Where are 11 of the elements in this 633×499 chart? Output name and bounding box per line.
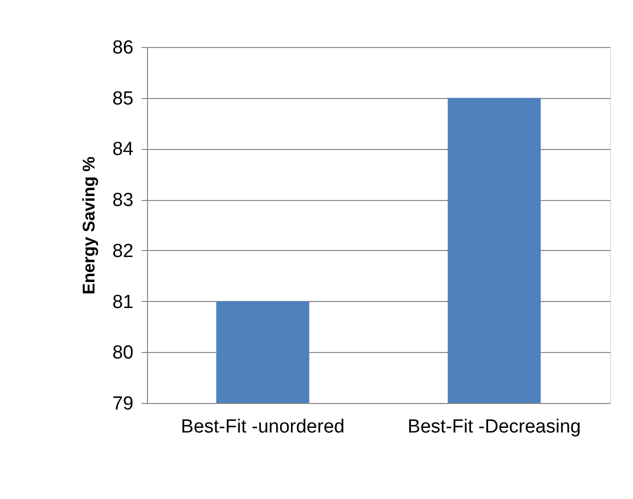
y-tick-label: 79 bbox=[112, 394, 134, 414]
y-tick-label: 85 bbox=[112, 88, 134, 110]
x-tick-label: Best-Fit -Decreasing bbox=[408, 416, 581, 438]
y-tick-label: 83 bbox=[112, 190, 134, 212]
y-tick-label: 82 bbox=[112, 240, 134, 262]
x-tick-label: Best-Fit -unordered bbox=[180, 416, 345, 438]
y-tick-label: 84 bbox=[112, 139, 134, 160]
y-tick-label: 86 bbox=[112, 38, 134, 58]
y-tick-label: 81 bbox=[112, 292, 134, 313]
y-tick-label: 80 bbox=[112, 342, 134, 364]
y-axis-title: Energy Saving % bbox=[79, 156, 98, 294]
